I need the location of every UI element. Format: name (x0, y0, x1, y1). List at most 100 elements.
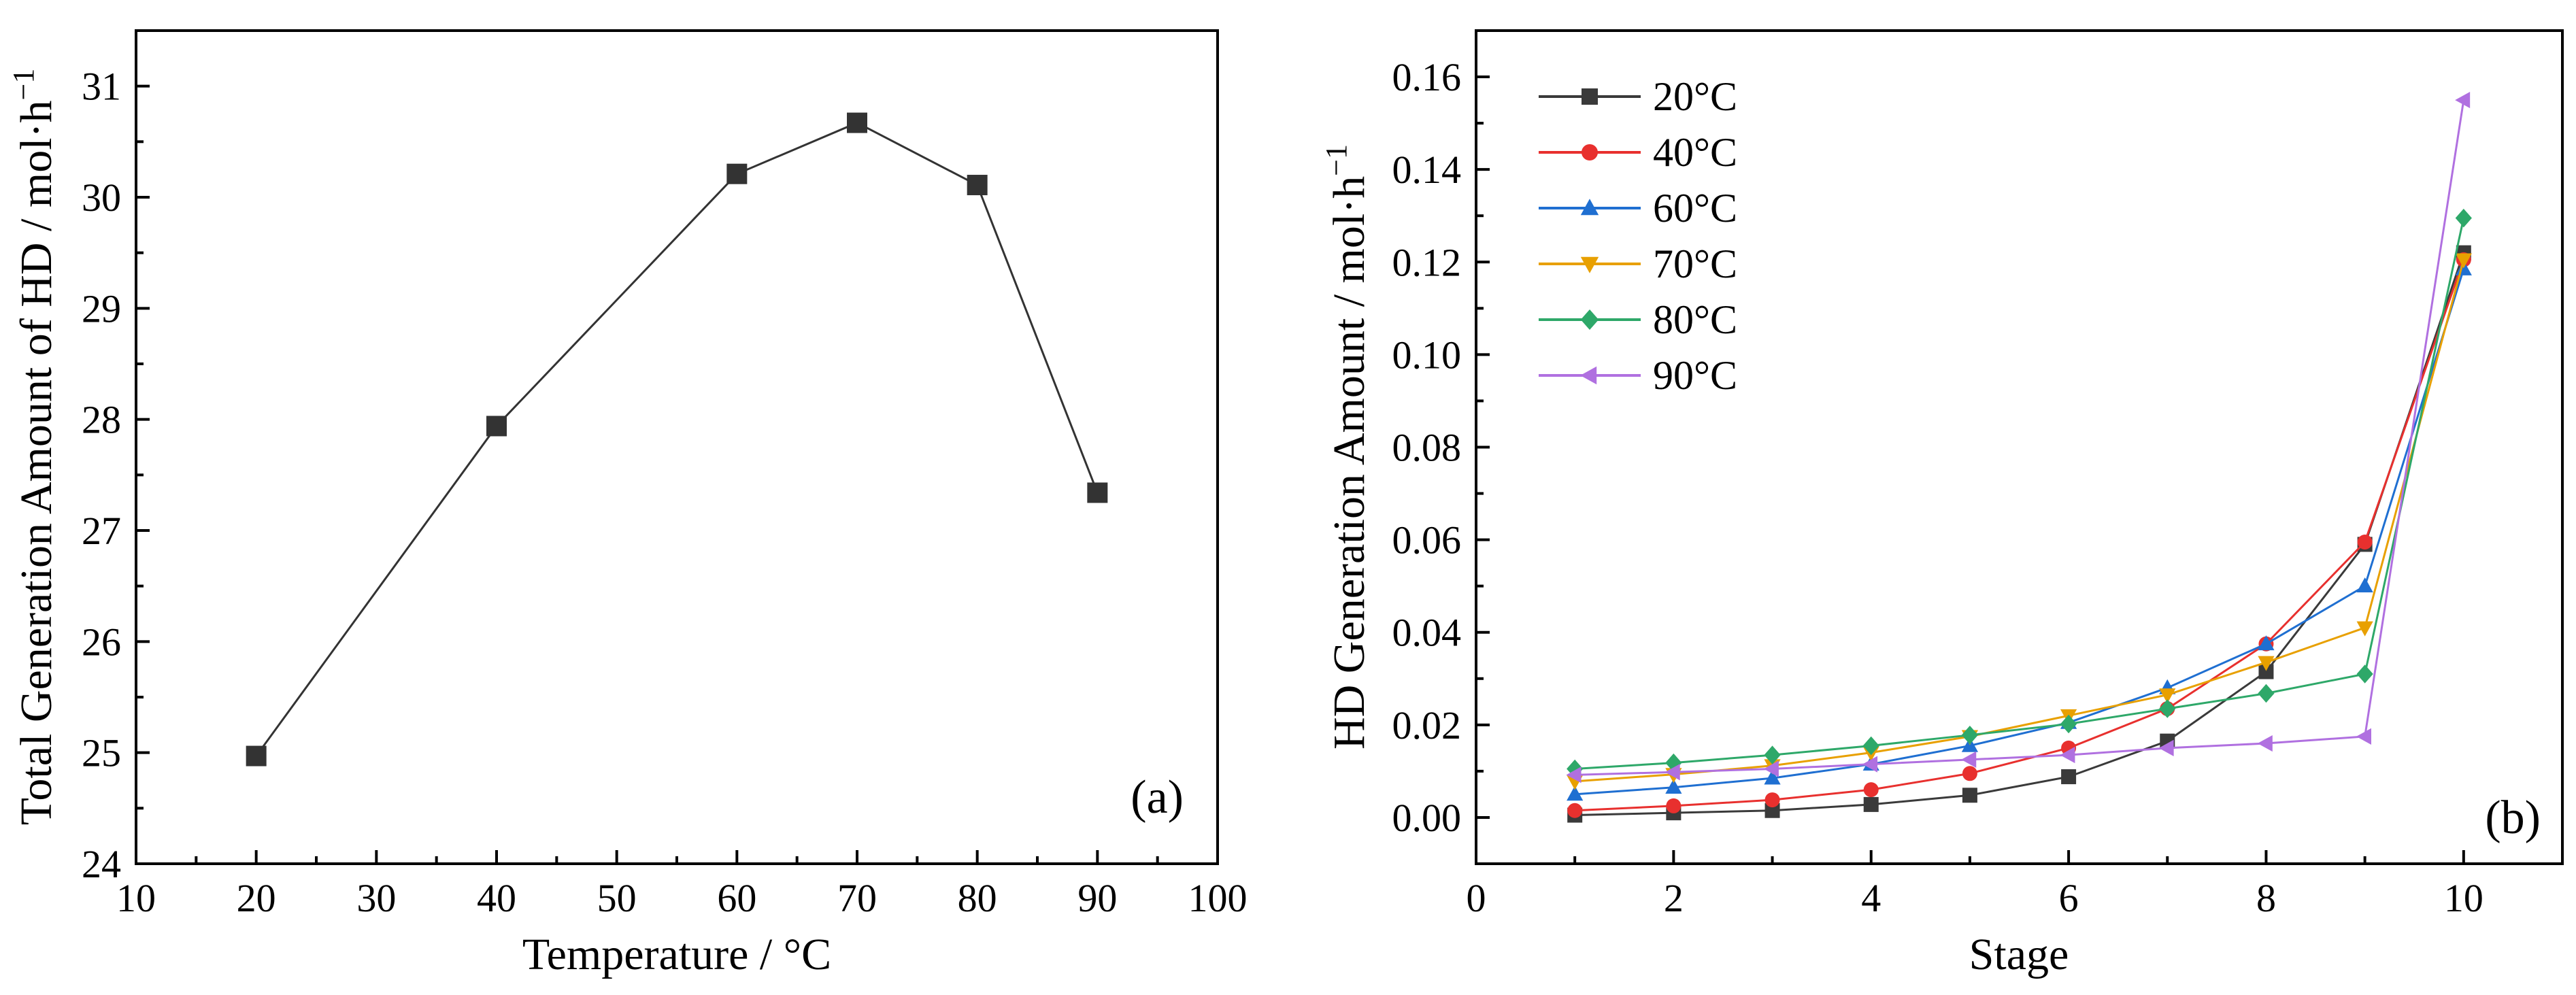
legend-item-20c: 20°C (1539, 74, 1737, 119)
y-tick-label: 24 (82, 842, 121, 886)
data-point-total (726, 163, 748, 184)
series-line-20c (1575, 252, 2465, 817)
data-point-total (246, 745, 267, 766)
series-line-90c (1575, 99, 2465, 776)
panel-a-y-axis-title-sup: −1 (7, 69, 40, 101)
legend-marker (1580, 199, 1599, 216)
y-tick-label: 0.16 (1392, 55, 1462, 99)
x-tick-label: 0 (1467, 876, 1486, 920)
panel-a-chart: 10 20 30 40 50 60 70 80 90 100 24 25 26 27 28 29 30 31 Te… (7, 29, 1248, 979)
legend-label: 40°C (1653, 130, 1737, 175)
panel-b-x-axis-title: Stage (1969, 930, 2069, 979)
x-tick-label: 6 (2059, 876, 2079, 920)
panel-b-series (1566, 91, 2472, 823)
x-tick-label: 10 (116, 876, 156, 920)
data-point-total (486, 416, 507, 437)
series-80c (1567, 208, 2472, 779)
data-point-total (847, 112, 867, 133)
data-point-60c (2258, 635, 2275, 651)
data-point-80c (1862, 736, 1879, 756)
data-point-70c (2258, 656, 2275, 671)
y-tick-label: 0.00 (1392, 796, 1462, 840)
data-point-80c (2356, 664, 2373, 684)
data-point-80c (2060, 714, 2077, 734)
data-point-20c (1764, 803, 1780, 818)
panel-b-plot-frame (1475, 29, 2564, 865)
legend-item-40c: 40°C (1539, 130, 1737, 175)
data-point-90c (1566, 766, 1582, 783)
data-point-90c (2257, 735, 2273, 752)
data-point-90c (2158, 739, 2174, 756)
data-point-80c (1764, 745, 1781, 764)
legend-item-90c: 90°C (1539, 353, 1737, 398)
data-point-40c (2357, 535, 2373, 550)
data-point-80c (2258, 684, 2275, 703)
panel-a-x-axis-title: Temperature / °C (522, 930, 831, 979)
x-tick-label: 30 (356, 876, 396, 920)
legend-label: 70°C (1653, 241, 1737, 286)
data-point-40c (1863, 782, 1879, 798)
data-point-90c (2060, 746, 2075, 764)
panel-b-ticks: 0 2 4 6 8 10 0.00 0.02 0.04 0.06 0.08 0.10 0.12 0.14 0… (1392, 55, 2483, 920)
x-tick-label: 10 (2444, 876, 2483, 920)
data-point-20c (2061, 769, 2077, 785)
data-point-20c (1863, 796, 1879, 812)
data-point-90c (2455, 91, 2471, 109)
series-line-80c (1575, 218, 2465, 770)
panel-b-y-axis-title-sup: −1 (1320, 144, 1353, 176)
panel-a-ticks: 10 20 30 40 50 60 70 80 90 100 24 25 26 27 28 29 30 31 (82, 65, 1248, 920)
series-total (246, 112, 1108, 766)
x-tick-label: 70 (837, 876, 877, 920)
x-tick-label: 4 (1861, 876, 1881, 920)
legend-label: 20°C (1653, 74, 1737, 119)
legend-marker (1582, 88, 1598, 105)
data-point-total (1087, 482, 1108, 503)
x-tick-label: 100 (1188, 876, 1248, 920)
data-point-90c (1763, 760, 1779, 777)
series-90c (1566, 91, 2471, 783)
data-point-80c (1961, 726, 1979, 745)
y-tick-label: 29 (82, 286, 121, 331)
y-tick-label: 0.04 (1392, 611, 1462, 655)
data-point-70c (2159, 688, 2176, 704)
panel-b-chart: 0 2 4 6 8 10 0.00 0.02 0.04 0.06 0.08 0.10 0.12 0.14 0… (1320, 29, 2564, 979)
legend-marker (1582, 144, 1598, 161)
legend-label: 60°C (1653, 186, 1737, 231)
panel-a-label: (a) (1131, 771, 1184, 824)
data-point-90c (1961, 751, 1977, 768)
legend-marker (1580, 366, 1597, 385)
x-tick-label: 8 (2256, 876, 2276, 920)
data-point-70c (2455, 253, 2472, 269)
data-point-80c (2455, 208, 2472, 228)
y-tick-label: 28 (82, 398, 121, 442)
x-tick-label: 40 (477, 876, 516, 920)
data-point-20c (1962, 788, 1977, 803)
data-point-60c (2356, 577, 2373, 593)
panel-a-plot-frame (135, 29, 1219, 865)
legend-marker (1580, 256, 1599, 273)
panel-b-y-axis-title-main: HD Generation Amount / mol·h (1324, 176, 1374, 749)
data-point-40c (1962, 766, 1977, 781)
data-point-60c (1764, 769, 1781, 785)
data-point-40c (1764, 792, 1780, 808)
series-line-60c (1575, 269, 2465, 796)
data-point-90c (1862, 756, 1878, 773)
data-point-20c (2258, 664, 2274, 679)
legend-marker (1580, 309, 1599, 330)
panel-a-y-axis-title: Total Generation Amount of HD / mol·h−1 (7, 69, 61, 826)
data-point-90c (1665, 764, 1680, 781)
data-point-60c (1567, 786, 1584, 801)
x-tick-label: 50 (597, 876, 637, 920)
y-tick-label: 30 (82, 175, 121, 220)
legend-item-80c: 80°C (1539, 297, 1737, 342)
x-tick-label: 20 (237, 876, 276, 920)
legend-item-70c: 70°C (1539, 241, 1737, 286)
data-point-40c (1567, 803, 1583, 818)
data-point-90c (2356, 728, 2371, 745)
y-tick-label: 0.12 (1392, 240, 1462, 284)
x-tick-label: 90 (1077, 876, 1117, 920)
panel-a-series (246, 112, 1108, 766)
y-tick-label: 31 (82, 65, 121, 109)
x-tick-label: 2 (1664, 876, 1684, 920)
